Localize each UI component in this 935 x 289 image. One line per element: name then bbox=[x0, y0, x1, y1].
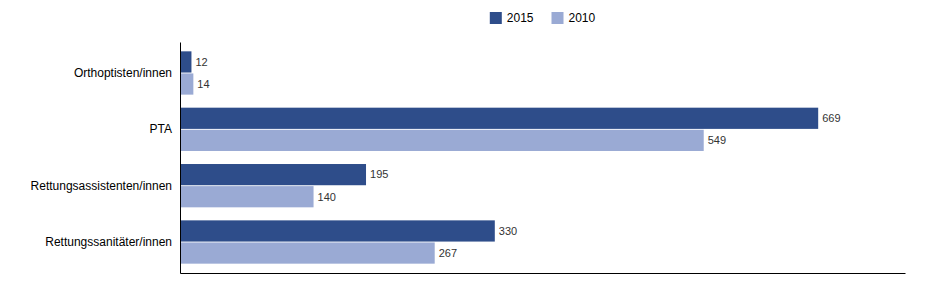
legend-swatch bbox=[552, 12, 564, 24]
legend-label: 2015 bbox=[507, 11, 534, 25]
y-tick-label: Rettungssanitäter/innen bbox=[45, 235, 172, 249]
bar bbox=[180, 164, 366, 185]
bar bbox=[180, 242, 435, 263]
legend: 2015 2010 bbox=[490, 11, 596, 25]
chart: 330 195 669 12 267 140 549 14 Rettungssanitäter/… bbox=[0, 0, 935, 289]
y-axis-line bbox=[180, 43, 181, 274]
data-label: 14 bbox=[197, 78, 209, 90]
bar bbox=[180, 73, 193, 94]
legend-item: 2015 bbox=[490, 11, 534, 25]
bar bbox=[180, 108, 818, 129]
bar bbox=[180, 130, 704, 151]
data-label: 267 bbox=[439, 247, 457, 259]
x-axis bbox=[181, 273, 906, 274]
y-tick: PTA bbox=[150, 122, 180, 136]
legend-swatch bbox=[490, 12, 502, 24]
x-axis-line bbox=[181, 273, 906, 274]
y-tick-label: Orthoptisten/innen bbox=[74, 66, 172, 80]
y-tick-label: Rettungsassistenten/innen bbox=[31, 179, 172, 193]
plot: 330 195 669 12 267 140 549 14 Rettungssanitäter/… bbox=[31, 43, 906, 274]
y-axis: Rettungssanitäter/innen Rettungsassistent… bbox=[31, 43, 181, 274]
y-tick-label: PTA bbox=[150, 122, 172, 136]
legend-item: 2010 bbox=[552, 11, 596, 25]
y-tick: Rettungsassistenten/innen bbox=[31, 179, 180, 193]
data-label: 12 bbox=[195, 56, 207, 68]
y-tick: Rettungssanitäter/innen bbox=[45, 235, 180, 249]
y-tick: Orthoptisten/innen bbox=[74, 66, 180, 80]
data-label: 549 bbox=[708, 134, 726, 146]
data-label: 140 bbox=[318, 191, 336, 203]
data-label: 669 bbox=[822, 112, 840, 124]
bar bbox=[180, 186, 314, 207]
legend-label: 2010 bbox=[569, 11, 596, 25]
bars bbox=[180, 51, 818, 263]
bar bbox=[180, 220, 495, 241]
data-label: 195 bbox=[370, 168, 388, 180]
data-label: 330 bbox=[499, 225, 517, 237]
data-labels: 330 195 669 12 267 140 549 14 bbox=[195, 56, 840, 259]
bar bbox=[180, 51, 191, 72]
